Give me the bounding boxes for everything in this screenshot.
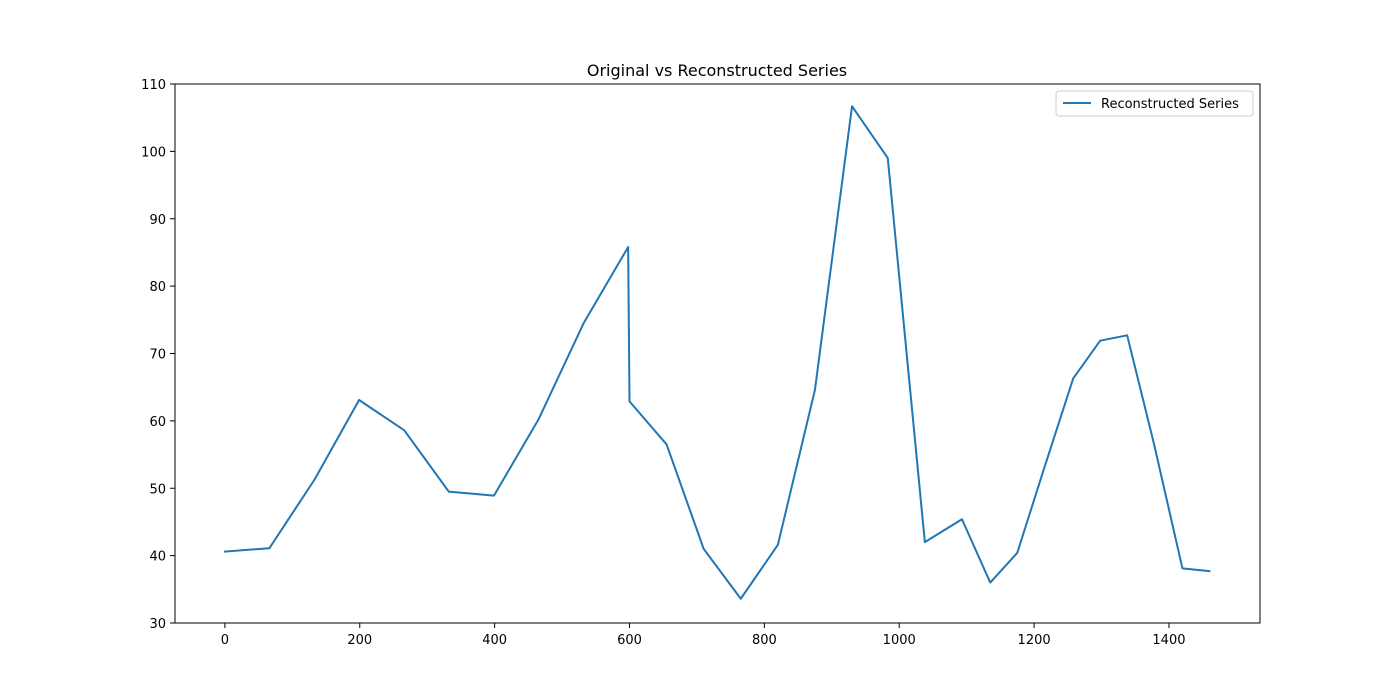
x-tick-label: 800	[752, 633, 777, 648]
y-tick-label: 80	[149, 280, 166, 295]
y-tick-label: 50	[149, 482, 166, 497]
y-tick-label: 60	[149, 415, 166, 430]
x-tick-label: 600	[617, 633, 642, 648]
y-tick-label: 70	[149, 348, 166, 363]
x-tick-label: 0	[221, 633, 229, 648]
x-tick-label: 1400	[1152, 633, 1185, 648]
x-tick-label: 400	[482, 633, 507, 648]
series-layer	[223, 105, 1211, 600]
y-tick-label: 40	[149, 550, 166, 565]
x-tick-label: 200	[347, 633, 372, 648]
series-line-reconstructed	[223, 105, 1211, 600]
y-tick-label: 90	[149, 213, 166, 228]
y-tick-label: 110	[141, 78, 166, 93]
plot-frame	[174, 83, 1261, 624]
y-axis: 30 40 50 60 70 80 90 100 110	[141, 78, 175, 632]
x-tick-label: 1200	[1018, 633, 1051, 648]
x-axis: 0 200 400 600 800 1000 1200 1400	[221, 623, 1186, 648]
y-tick-label: 100	[141, 145, 166, 160]
legend-box	[1055, 90, 1254, 117]
legend-label: Reconstructed Series	[1101, 97, 1239, 112]
y-tick-label: 30	[149, 617, 166, 632]
chart-title: Original vs Reconstructed Series	[587, 61, 847, 80]
legend: Reconstructed Series	[1055, 90, 1254, 117]
x-tick-label: 1000	[883, 633, 916, 648]
